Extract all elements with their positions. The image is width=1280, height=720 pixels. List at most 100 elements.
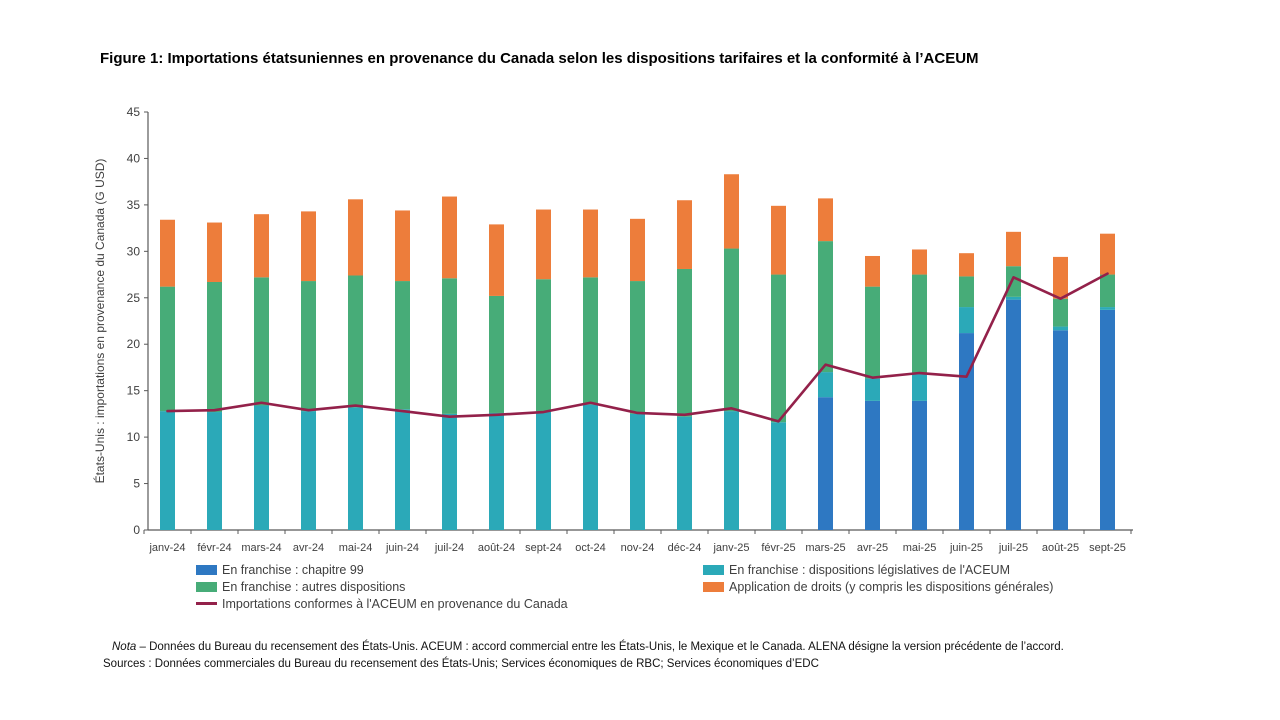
bar-segment	[630, 413, 645, 530]
bar-juin-24	[395, 210, 410, 530]
x-tick-label: févr-25	[761, 542, 795, 554]
bar-segment	[583, 277, 598, 405]
bar-juil-25	[1006, 231, 1021, 530]
bar-nov-24	[630, 218, 645, 530]
bar-segment	[1006, 266, 1021, 297]
x-tick-label: déc-24	[668, 542, 702, 554]
bar-segment	[442, 413, 457, 530]
bar-segment	[1100, 233, 1115, 275]
x-tick-label: févr-24	[197, 542, 231, 554]
sources-footnote: Sources : Données commerciales du Bureau…	[103, 658, 819, 670]
aceum-conformity-line	[166, 272, 1109, 423]
bar-oct-24	[583, 209, 598, 530]
legend-right-column: En franchise : dispositions législatives…	[703, 561, 1053, 595]
x-tick-label: août-24	[478, 542, 515, 554]
autres-dispositions-swatch-icon	[196, 581, 217, 592]
bar-segment	[301, 211, 316, 282]
bar-févr-24	[207, 222, 222, 530]
y-tick-label: 25	[127, 291, 141, 305]
legend-item-autres-dispositions: En franchise : autres dispositions	[196, 578, 568, 595]
bar-segment	[724, 411, 739, 530]
x-tick-label: mars-25	[805, 542, 845, 554]
bar-segment	[442, 196, 457, 279]
bar-mars-25	[818, 198, 833, 530]
bar-segment	[865, 286, 880, 379]
bar-juin-25	[959, 253, 974, 530]
bar-segment	[724, 174, 739, 249]
bar-mars-24	[254, 214, 269, 530]
y-tick-label: 15	[127, 384, 141, 398]
bar-segment	[254, 214, 269, 278]
nota-label: Nota	[112, 641, 137, 653]
figure-title: Figure 1: Importations étatsuniennes en …	[100, 50, 979, 67]
bar-segment	[395, 210, 410, 282]
bar-segment	[1053, 326, 1068, 331]
x-tick-label: août-25	[1042, 542, 1079, 554]
bar-segment	[959, 276, 974, 308]
bar-segment	[818, 198, 833, 242]
x-tick-label: janv-25	[712, 542, 749, 554]
bar-segment	[489, 224, 504, 296]
bar-segment	[1100, 309, 1115, 530]
bar-janv-24	[160, 219, 175, 530]
x-tick-label: sept-24	[525, 542, 562, 554]
x-tick-label: juil-25	[998, 542, 1028, 554]
bar-segment	[489, 295, 504, 413]
bar-segment	[959, 333, 974, 530]
bar-segment	[536, 411, 551, 530]
x-tick-label: nov-24	[621, 542, 655, 554]
legend-left-column: En franchise : chapitre 99 En franchise …	[196, 561, 568, 612]
bar-segment	[677, 200, 692, 269]
bar-segment	[348, 199, 363, 276]
bar-segment	[865, 400, 880, 530]
bar-segment	[301, 411, 316, 530]
bar-segment	[348, 407, 363, 530]
bar-segment	[160, 411, 175, 530]
bar-segment	[1053, 256, 1068, 299]
bar-segment	[818, 397, 833, 530]
bar-segment	[536, 209, 551, 280]
y-tick-label: 20	[127, 337, 141, 351]
bar-segment	[207, 222, 222, 282]
x-tick-label: avr-24	[293, 542, 324, 554]
nota-footnote: Nota – Données du Bureau du recensement …	[112, 641, 1192, 653]
bar-segment	[583, 209, 598, 278]
legend-item-chapitre-99: En franchise : chapitre 99	[196, 561, 568, 578]
bar-segment	[348, 275, 363, 408]
bar-segment	[160, 286, 175, 412]
conformes-line-swatch-icon	[196, 602, 217, 605]
x-tick-label: mars-24	[241, 542, 281, 554]
bar-segment	[1100, 274, 1115, 308]
legend-item-application-droits: Application de droits (y compris les dis…	[703, 578, 1053, 595]
y-axis-label: États-Unis : importations en provenance …	[92, 159, 107, 484]
bar-segment	[1053, 298, 1068, 327]
bar-janv-25	[724, 174, 739, 530]
x-tick-label: janv-24	[148, 542, 185, 554]
bar-segment	[442, 278, 457, 414]
bar-segment	[1006, 299, 1021, 530]
bar-segment	[630, 218, 645, 282]
bar-segment	[677, 416, 692, 530]
bar-segment	[912, 400, 927, 530]
legend-label-application-droits: Application de droits (y compris les dis…	[729, 579, 1054, 594]
bar-segment	[254, 277, 269, 406]
bar-avr-24	[301, 211, 316, 530]
nota-text: – Données du Bureau du recensement des É…	[136, 641, 1064, 653]
bar-segment	[1053, 330, 1068, 530]
bar-segment	[395, 281, 410, 410]
bar-déc-24	[677, 200, 692, 530]
x-tick-label: mai-25	[903, 542, 937, 554]
bar-segment	[301, 281, 316, 412]
imports-chart: 0 5 10 15 20 25 30 35 40 45 janv-24 févr-24 mars-24 a…	[92, 105, 1133, 554]
y-tick-label: 40	[127, 151, 141, 165]
dispositions-legislatives-swatch-icon	[703, 564, 724, 575]
bar-segment	[818, 372, 833, 398]
bar-segment	[1006, 296, 1021, 300]
bar-juil-24	[442, 196, 457, 530]
bar-août-24	[489, 224, 504, 530]
bar-segment	[771, 422, 786, 530]
bar-segment	[959, 307, 974, 334]
bar-segment	[724, 248, 739, 412]
bar-avr-25	[865, 255, 880, 530]
bar-segment	[912, 274, 927, 374]
